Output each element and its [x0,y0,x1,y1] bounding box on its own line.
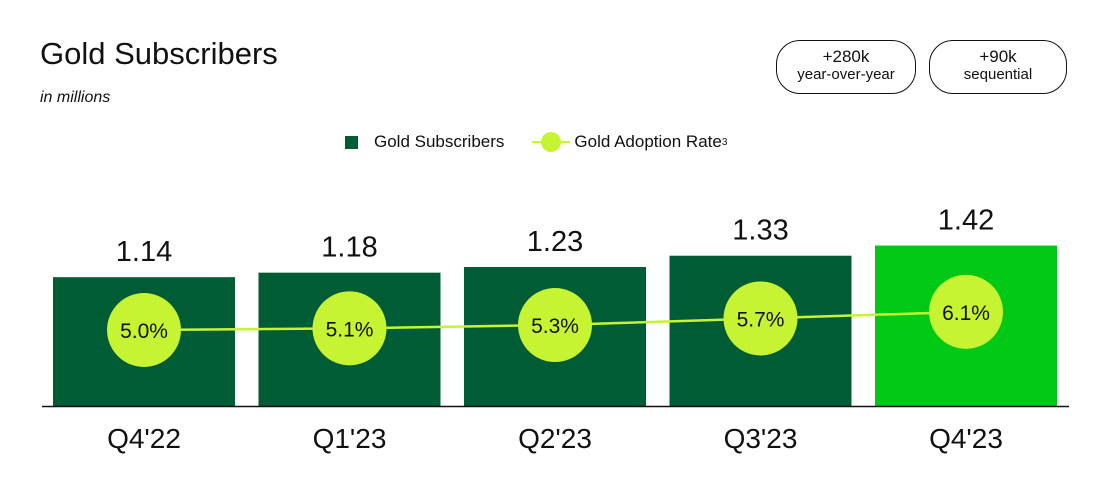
adoption-rate-label-4: 6.1% [942,302,990,325]
bar-value-label-4: 1.42 [938,205,994,237]
x-tick-label-0: Q4'22 [107,423,181,454]
yoy-badge-value: +280k [822,47,870,66]
bar-value-label-3: 1.33 [732,215,788,247]
x-tick-label-1: Q1'23 [313,423,387,454]
sequential-badge: +90k sequential [929,40,1067,94]
sequential-badge-label: sequential [963,66,1033,83]
x-tick-label-4: Q4'23 [929,423,1003,454]
legend-item-bars: Gold Subscribers [345,132,504,152]
adoption-rate-label-3: 5.7% [737,308,785,331]
adoption-rate-point-3 [723,281,798,356]
x-tick-label-3: Q3'23 [724,423,798,454]
adoption-rate-point-2 [518,288,592,363]
adoption-rate-point-1 [312,291,387,366]
legend-bars-label: Gold Subscribers [374,132,505,151]
chart-title: Gold Subscribers [40,36,278,71]
legend-line-label: Gold Adoption Rate [574,132,722,151]
legend-item-line: Gold Adoption Rate 3 [504,132,727,152]
bar-value-label-1: 1.18 [321,232,377,264]
legend-line-swatch [532,132,571,152]
legend-bar-swatch [345,135,358,149]
adoption-rate-label-0: 5.0% [120,320,168,343]
legend-footnote-mark: 3 [721,136,728,148]
adoption-rate-point-4 [929,274,1003,349]
x-tick-label-2: Q2'23 [518,423,592,454]
adoption-rate-label-2: 5.3% [531,315,579,338]
bar-value-label-0: 1.14 [116,236,172,268]
chart-subtitle: in millions [40,89,111,106]
chart-legend: Gold Subscribers Gold Adoption Rate 3 [345,130,727,154]
yoy-badge-label: year-over-year [797,66,895,83]
bar-value-label-2: 1.23 [527,226,583,258]
adoption-rate-label-1: 5.1% [326,318,374,341]
sequential-badge-value: +90k [979,47,1017,66]
yoy-badge: +280k year-over-year [776,40,916,94]
adoption-rate-point-0 [107,293,181,367]
